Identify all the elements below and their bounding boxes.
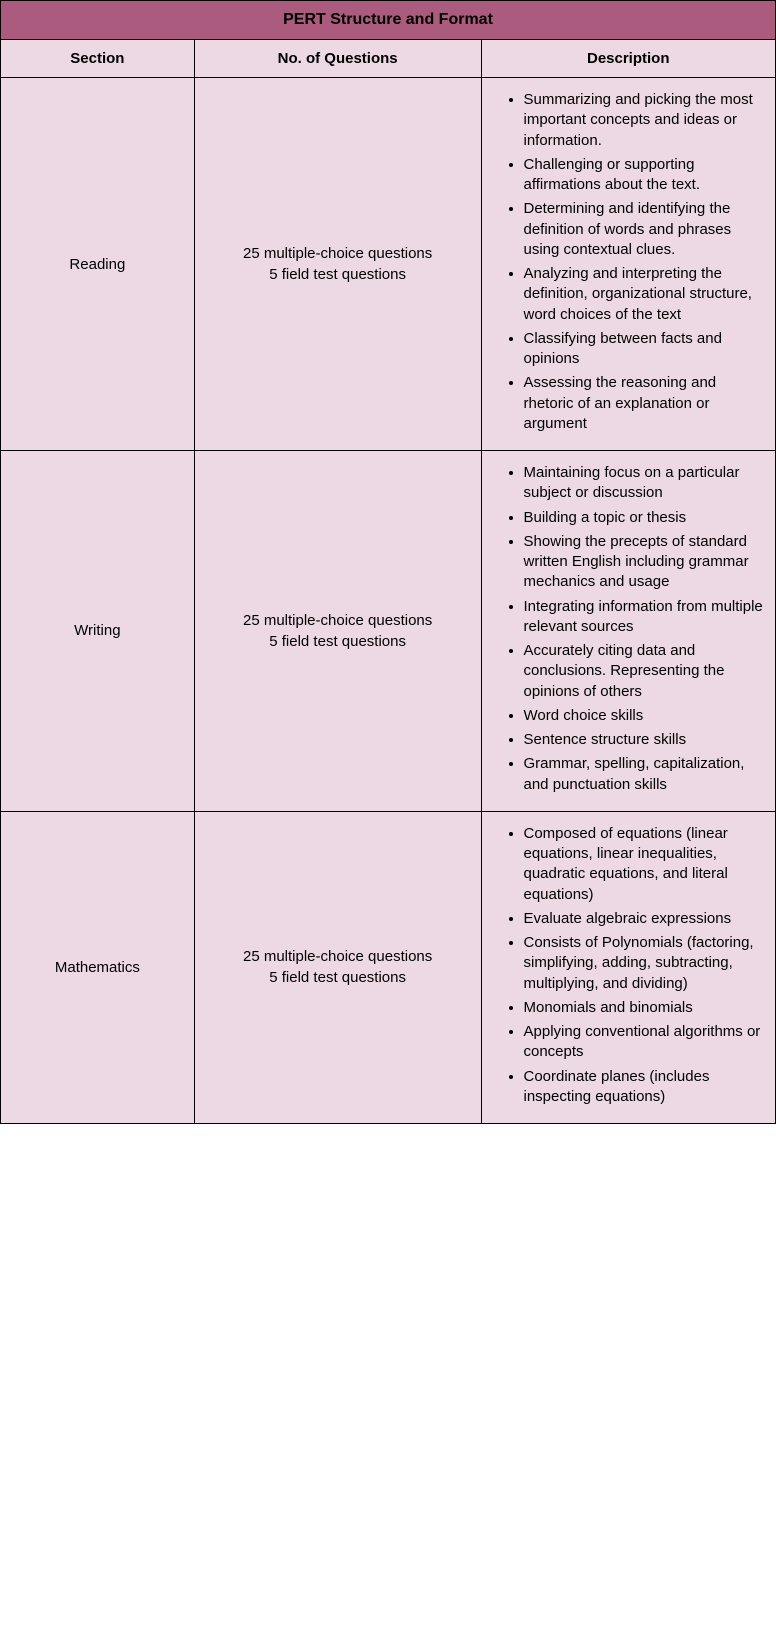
list-item: Monomials and binomials: [524, 998, 766, 1018]
list-item: Integrating information from multiple re…: [524, 597, 766, 638]
section-cell: Reading: [1, 78, 195, 451]
pert-table: PERT Structure and Format Section No. of…: [0, 0, 776, 1124]
questions-line2: 5 field test questions: [205, 967, 471, 988]
questions-line2: 5 field test questions: [205, 631, 471, 652]
questions-line1: 25 multiple-choice questions: [205, 610, 471, 631]
table-header-row: Section No. of Questions Description: [1, 40, 776, 78]
table-title: PERT Structure and Format: [1, 1, 776, 40]
list-item: Sentence structure skills: [524, 730, 766, 750]
section-cell: Writing: [1, 451, 195, 812]
questions-line1: 25 multiple-choice questions: [205, 946, 471, 967]
table-row: Mathematics 25 multiple-choice questions…: [1, 811, 776, 1123]
description-cell: Composed of equations (linear equations,…: [481, 811, 776, 1123]
list-item: Building a topic or thesis: [524, 508, 766, 528]
list-item: Maintaining focus on a particular subjec…: [524, 463, 766, 504]
table-row: Writing 25 multiple-choice questions 5 f…: [1, 451, 776, 812]
list-item: Summarizing and picking the most importa…: [524, 90, 766, 151]
list-item: Accurately citing data and conclusions. …: [524, 641, 766, 702]
description-list: Composed of equations (linear equations,…: [492, 824, 766, 1107]
section-cell: Mathematics: [1, 811, 195, 1123]
description-list: Summarizing and picking the most importa…: [492, 90, 766, 434]
list-item: Classifying between facts and opinions: [524, 329, 766, 370]
list-item: Analyzing and interpreting the definitio…: [524, 264, 766, 325]
list-item: Assessing the reasoning and rhetoric of …: [524, 373, 766, 434]
table-row: Reading 25 multiple-choice questions 5 f…: [1, 78, 776, 451]
description-cell: Maintaining focus on a particular subjec…: [481, 451, 776, 812]
list-item: Applying conventional algorithms or conc…: [524, 1022, 766, 1063]
list-item: Evaluate algebraic expressions: [524, 909, 766, 929]
list-item: Showing the precepts of standard written…: [524, 532, 766, 593]
list-item: Word choice skills: [524, 706, 766, 726]
list-item: Grammar, spelling, capitalization, and p…: [524, 754, 766, 795]
list-item: Challenging or supporting affirmations a…: [524, 155, 766, 196]
description-cell: Summarizing and picking the most importa…: [481, 78, 776, 451]
questions-cell: 25 multiple-choice questions 5 field tes…: [194, 451, 481, 812]
list-item: Determining and identifying the definiti…: [524, 199, 766, 260]
column-header-questions: No. of Questions: [194, 40, 481, 78]
column-header-section: Section: [1, 40, 195, 78]
questions-cell: 25 multiple-choice questions 5 field tes…: [194, 811, 481, 1123]
description-list: Maintaining focus on a particular subjec…: [492, 463, 766, 795]
list-item: Consists of Polynomials (factoring, simp…: [524, 933, 766, 994]
list-item: Coordinate planes (includes inspecting e…: [524, 1067, 766, 1108]
table-body: Reading 25 multiple-choice questions 5 f…: [1, 78, 776, 1124]
questions-line2: 5 field test questions: [205, 264, 471, 285]
column-header-description: Description: [481, 40, 776, 78]
questions-line1: 25 multiple-choice questions: [205, 243, 471, 264]
questions-cell: 25 multiple-choice questions 5 field tes…: [194, 78, 481, 451]
list-item: Composed of equations (linear equations,…: [524, 824, 766, 905]
table-title-row: PERT Structure and Format: [1, 1, 776, 40]
